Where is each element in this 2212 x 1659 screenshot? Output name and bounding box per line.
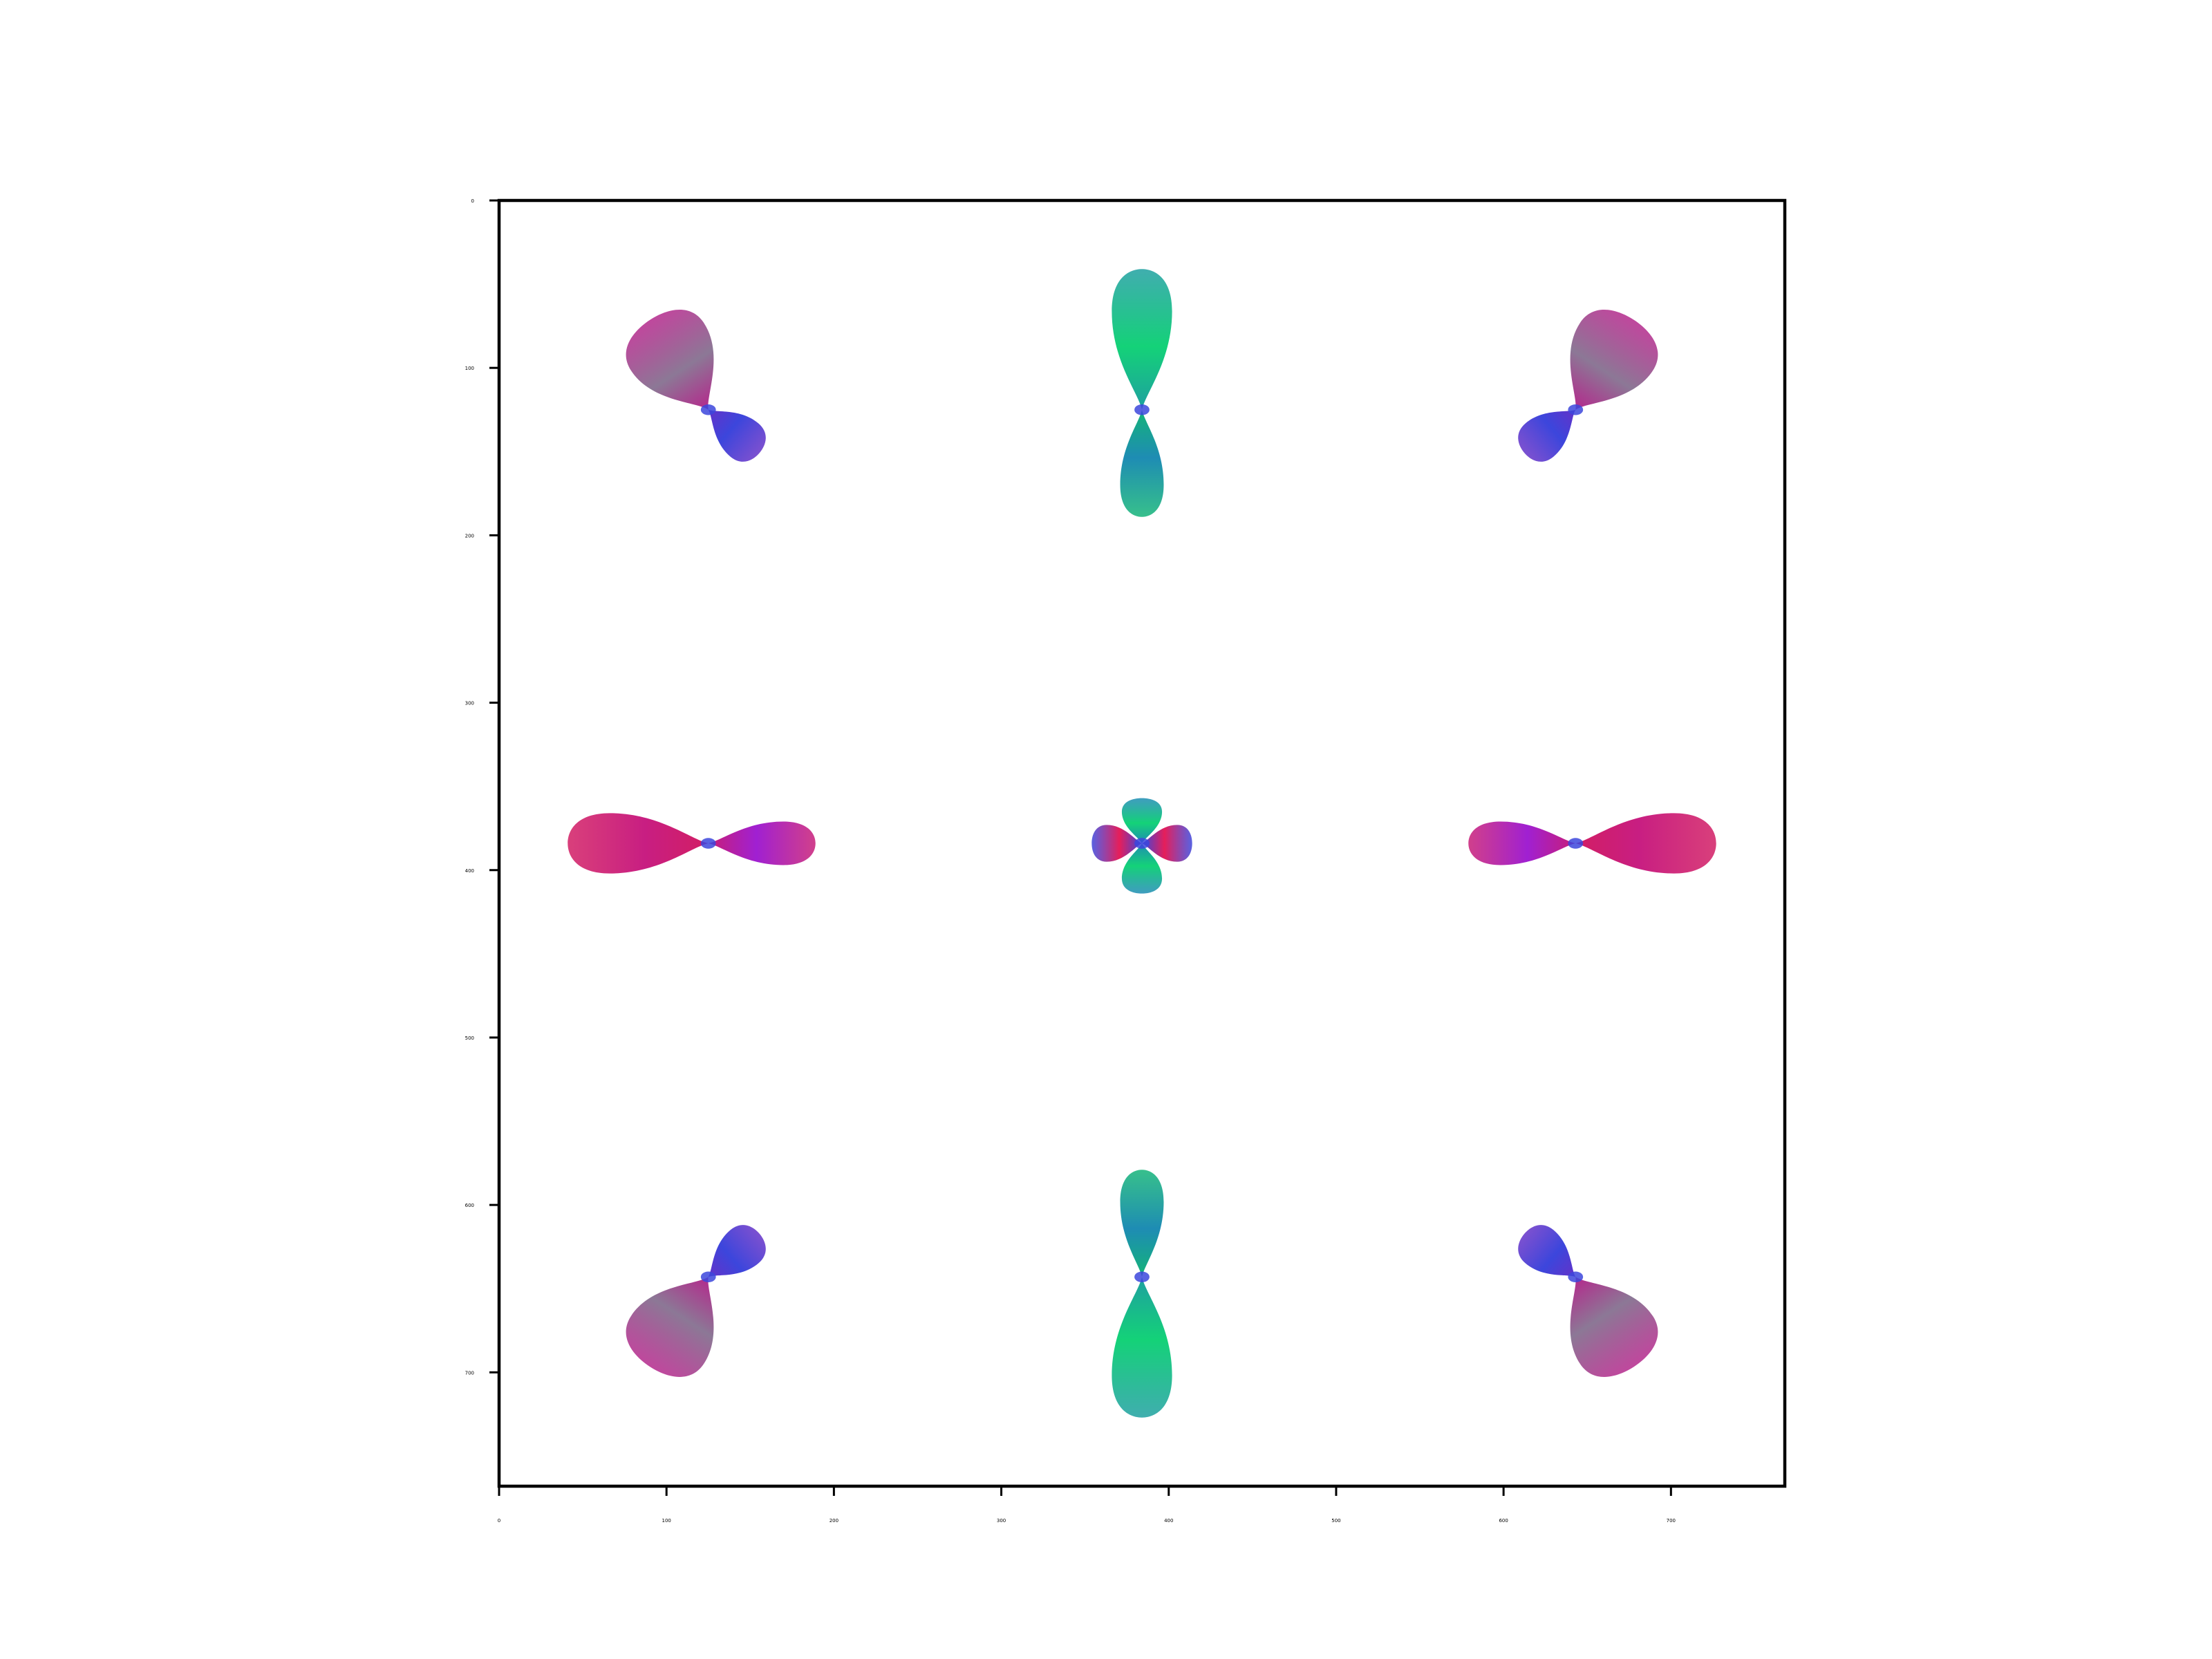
y-tick-label: 300 bbox=[465, 701, 474, 706]
glyph-core bbox=[1568, 404, 1584, 415]
glyph-bottom-left bbox=[626, 1225, 766, 1377]
glyph-lobe bbox=[1142, 825, 1192, 862]
glyph-lobe bbox=[1570, 1277, 1658, 1377]
glyph-lobe bbox=[1518, 1225, 1576, 1277]
glyph-top-right bbox=[1518, 310, 1658, 462]
x-tick-label: 600 bbox=[1499, 1518, 1508, 1524]
glyph-lobe bbox=[708, 821, 816, 865]
axes-frame bbox=[497, 198, 1787, 1488]
glyph-lobe bbox=[568, 813, 709, 874]
glyph-lobe bbox=[1570, 310, 1658, 410]
x-axis: 0 100 200 300 400 500 600 700 bbox=[498, 1486, 1676, 1524]
glyph-middle-left bbox=[568, 813, 816, 874]
y-tick-label: 400 bbox=[465, 868, 474, 874]
y-tick-label: 100 bbox=[465, 366, 474, 371]
glyph-core bbox=[1134, 1271, 1150, 1283]
glyph-core bbox=[1134, 404, 1150, 415]
glyph-layer bbox=[568, 269, 1716, 1418]
y-tick-label: 600 bbox=[465, 1203, 474, 1208]
glyph-lobe bbox=[626, 1277, 714, 1377]
glyph-lobe bbox=[1120, 1170, 1164, 1277]
glyph-lobe bbox=[1112, 269, 1172, 410]
glyph-lobe bbox=[1091, 825, 1142, 862]
glyph-lobe bbox=[1575, 813, 1716, 874]
glyph-lobe bbox=[1112, 1277, 1172, 1418]
y-tick-label: 200 bbox=[465, 533, 474, 538]
glyph-top-center bbox=[1112, 269, 1172, 517]
y-tick-label: 700 bbox=[465, 1370, 474, 1376]
x-tick-label: 200 bbox=[830, 1518, 838, 1524]
y-axis: 0 100 200 300 400 500 600 700 bbox=[465, 198, 499, 1376]
glyph-bottom-center bbox=[1112, 1170, 1172, 1418]
glyph-core bbox=[1568, 838, 1584, 849]
y-tick-label: 0 bbox=[471, 198, 474, 204]
glyph-lobe bbox=[1468, 821, 1576, 865]
x-tick-label: 700 bbox=[1667, 1518, 1676, 1524]
glyph-lobe bbox=[1120, 409, 1164, 517]
glyph-lobe bbox=[708, 1225, 766, 1277]
glyph-middle-right bbox=[1468, 813, 1716, 874]
glyph-lobe bbox=[1121, 843, 1163, 894]
glyph-lobe bbox=[1121, 798, 1163, 843]
glyph-core bbox=[700, 838, 716, 849]
glyph-bottom-right bbox=[1518, 1225, 1658, 1377]
glyph-core bbox=[1568, 1271, 1584, 1283]
x-tick-label: 500 bbox=[1331, 1518, 1340, 1524]
glyph-lobe bbox=[626, 310, 714, 410]
x-tick-label: 100 bbox=[662, 1518, 671, 1524]
glyph-lobe bbox=[708, 409, 766, 462]
x-tick-label: 400 bbox=[1164, 1518, 1173, 1524]
x-tick-label: 300 bbox=[997, 1518, 1006, 1524]
glyph-core bbox=[1134, 838, 1150, 849]
glyph-center bbox=[1091, 798, 1192, 894]
x-tick-label: 0 bbox=[498, 1518, 500, 1524]
glyph-core bbox=[700, 1271, 716, 1283]
glyph-core bbox=[700, 404, 716, 415]
y-tick-label: 500 bbox=[465, 1035, 474, 1041]
glyph-top-left bbox=[626, 310, 766, 462]
plot-area bbox=[497, 198, 1787, 1488]
glyph-lobe bbox=[1518, 409, 1576, 462]
